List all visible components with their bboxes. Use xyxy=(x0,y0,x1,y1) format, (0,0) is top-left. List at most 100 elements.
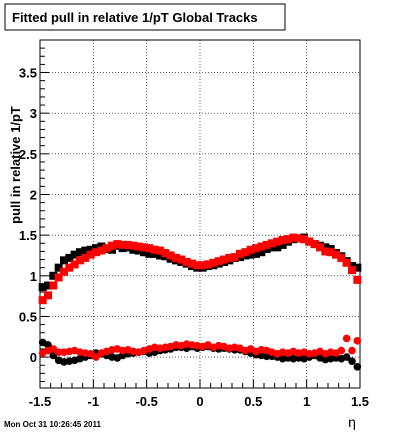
data-point xyxy=(86,245,95,254)
axis-ticks xyxy=(39,47,361,388)
data-point xyxy=(134,246,143,255)
y-tick-label: 1.5 xyxy=(19,228,37,243)
data-point xyxy=(348,262,356,271)
data-point xyxy=(108,241,116,250)
data-point xyxy=(348,266,356,275)
data-point xyxy=(70,250,79,259)
data-point xyxy=(38,283,47,292)
data-point xyxy=(65,253,74,262)
data-point xyxy=(188,259,196,268)
data-point xyxy=(278,240,287,249)
data-point xyxy=(49,271,58,280)
data-point xyxy=(214,257,223,266)
data-point xyxy=(236,249,244,258)
data-point xyxy=(129,245,138,254)
x-tick-label: -1.5 xyxy=(29,394,51,409)
data-point xyxy=(76,256,84,265)
data-point xyxy=(294,234,303,243)
data-point xyxy=(65,263,74,272)
data-point xyxy=(140,243,148,252)
data-point xyxy=(134,242,143,251)
data-point xyxy=(332,250,340,259)
data-point xyxy=(348,357,356,365)
data-point xyxy=(70,260,79,269)
data-point xyxy=(353,363,362,371)
data-point xyxy=(44,291,52,300)
data-point xyxy=(129,241,138,250)
data-point xyxy=(97,242,106,251)
data-point xyxy=(204,260,212,269)
data-point xyxy=(316,243,324,252)
data-point xyxy=(230,253,239,262)
data-point xyxy=(108,245,116,254)
data-marks xyxy=(38,233,362,371)
timestamp: Mon Oct 31 10:26:45 2011 xyxy=(4,420,101,429)
x-tick-label: 1.5 xyxy=(351,394,369,409)
data-point xyxy=(273,243,282,252)
data-point xyxy=(342,258,351,267)
grid xyxy=(40,40,360,388)
data-point xyxy=(156,251,164,260)
data-point xyxy=(54,263,63,272)
x-tick-label: -0.5 xyxy=(135,394,157,409)
data-point xyxy=(92,248,100,257)
data-point xyxy=(337,346,346,355)
data-point xyxy=(241,248,250,257)
data-point xyxy=(268,239,276,248)
data-point xyxy=(209,258,218,267)
data-point xyxy=(252,244,260,253)
data-point xyxy=(145,249,154,258)
data-point xyxy=(81,253,90,262)
data-point xyxy=(54,348,63,357)
data-point xyxy=(268,243,276,252)
x-tick-label: -1 xyxy=(88,394,100,409)
y-tick-label: 3.5 xyxy=(19,66,37,81)
y-tick-label: 3 xyxy=(30,106,37,121)
data-point xyxy=(124,240,132,249)
data-point xyxy=(81,246,90,255)
data-point xyxy=(300,235,308,244)
data-point xyxy=(86,250,95,259)
data-point xyxy=(166,251,175,260)
y-tick-label: 0.5 xyxy=(19,309,37,324)
data-point xyxy=(257,242,266,251)
x-tick-label: 0.5 xyxy=(244,394,262,409)
data-point xyxy=(284,235,292,244)
data-point xyxy=(60,256,68,265)
y-axis-label: pull in relative 1/pT xyxy=(8,106,23,224)
data-point xyxy=(305,237,314,246)
data-point xyxy=(172,253,180,262)
data-point xyxy=(38,296,47,305)
data-point xyxy=(262,244,271,253)
data-point xyxy=(348,346,356,355)
x-tick-label: 0 xyxy=(196,394,203,409)
data-point xyxy=(337,253,346,262)
y-tick-label: 1 xyxy=(30,269,37,284)
data-point xyxy=(177,255,186,264)
title-box xyxy=(4,3,286,31)
data-point xyxy=(118,240,127,249)
x-tick-labels: -1.5 -1 -0.5 0 0.5 1 1.5 xyxy=(29,394,369,409)
x-tick-label: 1 xyxy=(303,394,310,409)
data-point xyxy=(198,261,207,270)
data-point xyxy=(113,240,122,249)
data-point xyxy=(54,273,63,282)
series-2 xyxy=(38,233,362,305)
data-point xyxy=(156,246,164,255)
data-point xyxy=(92,353,100,361)
data-point xyxy=(310,240,319,249)
y-tick-label: 2 xyxy=(30,187,37,202)
y-tick-label: 2.5 xyxy=(19,147,37,162)
data-point xyxy=(262,240,271,249)
data-point xyxy=(225,253,234,262)
data-point xyxy=(342,334,351,343)
data-point xyxy=(97,246,106,255)
data-point xyxy=(140,248,148,257)
data-point xyxy=(150,249,159,258)
data-point xyxy=(326,248,335,257)
data-point xyxy=(342,353,351,361)
data-point xyxy=(145,244,154,253)
data-point xyxy=(252,249,260,258)
